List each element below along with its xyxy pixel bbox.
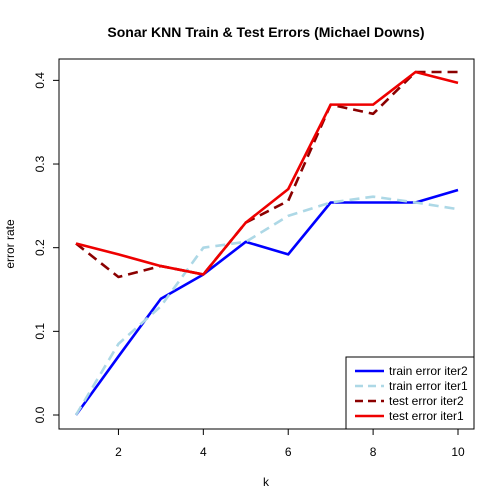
chart-title: Sonar KNN Train & Test Errors (Michael D… xyxy=(107,24,424,40)
legend-label: train error iter2 xyxy=(389,364,468,378)
y-axis: 0.0 0.1 0.2 0.3 0.4 xyxy=(33,72,59,423)
legend-label: test error iter1 xyxy=(389,409,464,423)
y-axis-label: error rate xyxy=(3,219,17,269)
y-tick-label: 0.4 xyxy=(33,72,47,89)
series-line-1 xyxy=(74,188,459,416)
x-tick-label: 4 xyxy=(200,445,207,459)
series-line-3 xyxy=(75,70,458,279)
y-tick-label: 0.2 xyxy=(33,239,47,256)
x-tick-label: 2 xyxy=(115,445,122,459)
series-line-4 xyxy=(75,70,459,276)
y-tick-label: 0.1 xyxy=(33,323,47,340)
x-tick-label: 8 xyxy=(370,445,377,459)
y-tick-label: 0.3 xyxy=(33,155,47,172)
legend-label: test error iter2 xyxy=(389,394,464,408)
x-tick-label: 6 xyxy=(285,445,292,459)
x-tick-label: 10 xyxy=(451,445,465,459)
x-axis-label: k xyxy=(263,475,270,489)
series-line-2 xyxy=(74,195,459,416)
series-layer xyxy=(74,70,459,416)
x-axis: 2 4 6 8 10 xyxy=(115,429,465,459)
legend-label: train error iter1 xyxy=(389,379,468,393)
y-tick-label: 0.0 xyxy=(33,406,47,423)
plot-frame xyxy=(58,58,475,430)
